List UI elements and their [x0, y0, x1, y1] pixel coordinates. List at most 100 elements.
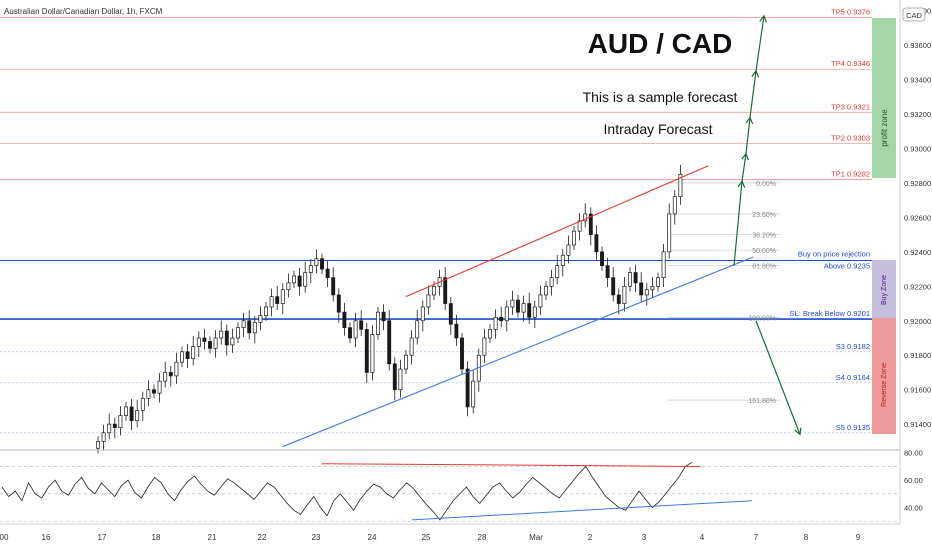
fib-label: 23.60% — [752, 212, 776, 219]
arrow-to-tp2 — [741, 153, 747, 182]
time-tick-label: 22 — [258, 533, 267, 542]
candle-body — [510, 299, 515, 308]
candle-body — [320, 258, 324, 270]
candle-body — [174, 361, 179, 377]
candle-body — [180, 351, 184, 363]
candle-body — [135, 410, 140, 422]
fib-label: 161.80% — [748, 398, 776, 405]
candle-body — [208, 341, 212, 349]
candle-body — [616, 294, 621, 304]
candle-body — [269, 296, 274, 308]
level-label: S3 0.9182 — [836, 342, 870, 351]
profit-zone-label: profit zone — [880, 109, 889, 147]
candle-body — [493, 316, 498, 330]
candle-body — [381, 311, 386, 322]
level-label: TP5 0.9376 — [831, 8, 870, 17]
level-label: TP1 0.9282 — [831, 169, 870, 178]
arrow-to-tp4 — [749, 70, 757, 118]
price-tick-label: 0.92600 — [904, 213, 931, 222]
candle-body — [661, 251, 666, 279]
candle-body — [577, 220, 582, 232]
candle-body — [583, 213, 588, 222]
time-axis[interactable]: 00 16 17 18 21 22 23 24 25 28 Mar 2 3 4 7 8 9 — [0, 533, 861, 542]
time-tick-label: 16 — [42, 533, 51, 542]
time-tick-label: 23 — [312, 533, 321, 542]
candle-body — [443, 277, 448, 304]
candle-body — [152, 389, 156, 394]
reverse-zone-block — [872, 318, 896, 434]
candle-body — [622, 285, 627, 304]
candle-body — [448, 303, 453, 325]
reverse-zone-label: Reverse Zone — [881, 363, 888, 407]
arrow-to-tp3 — [745, 117, 751, 154]
candle-body — [118, 415, 123, 428]
candle-body — [454, 323, 459, 339]
time-tick-label: 24 — [368, 533, 377, 542]
candle-body — [163, 372, 168, 382]
candle-body — [348, 327, 352, 339]
candle-body — [219, 330, 224, 339]
trendlines-layer — [282, 165, 754, 448]
candle-body — [236, 327, 240, 339]
candle-body — [566, 244, 571, 256]
candle-body — [129, 406, 134, 422]
candle-body — [460, 337, 464, 370]
level-label: Buy on price rejection — [798, 250, 870, 259]
symbol-title: Australian Dollar/Canadian Dollar, 1h, F… — [4, 7, 163, 16]
price-levels-layer: TP5 0.9376 TP4 0.9346 TP3 0.9321 TP2 0.9303… — [0, 8, 872, 434]
time-tick-label: 18 — [152, 533, 161, 542]
fib-label: 50.00% — [752, 248, 776, 255]
fib-label: 38.20% — [752, 233, 776, 240]
time-tick-label: 3 — [642, 533, 647, 542]
level-label: Above 0.9235 — [824, 261, 870, 270]
level-label: SL: Break Below 0.9201 — [790, 309, 870, 318]
candle-body — [482, 337, 487, 356]
candle-body — [308, 265, 313, 273]
candle-body — [264, 306, 268, 316]
rsi-tick-label: 40.00 — [904, 504, 923, 513]
profit-zone-block — [872, 18, 896, 178]
candle-body — [247, 320, 252, 334]
time-tick-label: Mar — [529, 533, 543, 542]
candle-body — [96, 441, 100, 449]
time-tick-label: 00 — [0, 533, 9, 542]
candle-body — [656, 277, 660, 287]
candle-body — [107, 423, 112, 434]
candle-body — [364, 329, 369, 373]
time-tick-label: 17 — [98, 533, 107, 542]
candle-body — [359, 320, 364, 330]
level-label: TP4 0.9346 — [831, 59, 870, 68]
candles-layer — [96, 165, 683, 454]
candle-body — [370, 334, 375, 373]
candle-body — [275, 296, 280, 304]
candle-body — [504, 306, 509, 322]
candle-body — [286, 282, 291, 291]
candle-body — [644, 289, 649, 296]
arrow-down-to-s5 — [755, 320, 801, 435]
currency-badge[interactable]: CAD — [902, 7, 926, 22]
buy-zone-block — [872, 260, 896, 318]
rsi-axis[interactable]: 80.00 60.00 40.00 — [904, 449, 923, 513]
rsi-line — [1, 461, 693, 521]
forecast-subtitle: This is a sample forecast — [583, 89, 738, 105]
candle-body — [280, 289, 285, 304]
candle-body — [465, 368, 470, 408]
candle-body — [678, 173, 683, 198]
support-trendline — [282, 256, 754, 448]
level-label: S4 0.9164 — [836, 373, 870, 382]
currency-badge-label: CAD — [906, 11, 922, 20]
candle-body — [588, 213, 593, 235]
candle-body — [185, 351, 190, 360]
candle-body — [471, 380, 476, 408]
candle-body — [499, 316, 504, 322]
candle-body — [101, 432, 106, 442]
candle-body — [415, 320, 420, 339]
candle-body — [387, 320, 392, 365]
candle-body — [600, 251, 604, 266]
candle-body — [241, 320, 246, 329]
candle-body — [532, 306, 537, 318]
fib-label: 0.00% — [756, 181, 776, 188]
forecast-subtitle-2: Intraday Forecast — [604, 121, 713, 137]
candle-body — [628, 272, 632, 287]
